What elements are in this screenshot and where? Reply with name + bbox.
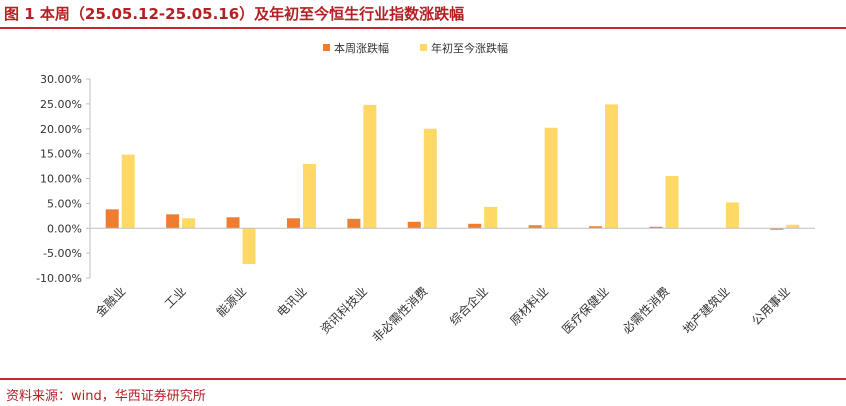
bar-series-2-2 <box>242 228 256 265</box>
bar-series-2-5 <box>423 128 437 229</box>
bar-series-2-3 <box>302 164 316 229</box>
x-category-label: 原材料业 <box>507 284 551 328</box>
bar-series-2-7 <box>544 127 558 229</box>
x-category-label: 必需性消费 <box>620 284 672 336</box>
y-tick-label: 25.00% <box>40 98 82 111</box>
bar-series-1-9 <box>649 226 663 229</box>
y-tick-label: -5.00% <box>43 247 82 260</box>
top-rule <box>0 27 846 29</box>
y-axis: -10.00% -5.00% 0.00% 5.00% 10.00% 15.00% 20.00… <box>36 73 90 285</box>
legend-swatch-series-2 <box>420 44 427 51</box>
x-category-label: 资讯科技业 <box>318 284 370 336</box>
bar-series-2-10 <box>725 202 739 229</box>
x-category-label: 电讯业 <box>274 284 309 319</box>
y-tick-label: -10.00% <box>36 272 82 285</box>
bar-series-2-6 <box>484 206 498 229</box>
x-category-label: 医疗保健业 <box>559 284 611 336</box>
x-category-label: 综合企业 <box>446 284 491 329</box>
y-tick-label: 10.00% <box>40 173 82 186</box>
bar-series-1-6 <box>468 223 482 229</box>
bar-series-1-8 <box>589 226 603 229</box>
bar-series-2-9 <box>665 176 679 229</box>
source-note: 资料来源：wind，华西证券研究所 <box>6 389 206 404</box>
x-category-label: 能源业 <box>214 284 249 319</box>
bar-series-1-3 <box>286 218 300 229</box>
x-category-label: 地产建筑业 <box>679 284 732 337</box>
bar-series-1-7 <box>528 225 542 229</box>
bar-series-1-4 <box>347 218 361 229</box>
y-tick-label: 5.00% <box>47 197 82 210</box>
bar-series-2-0 <box>121 154 135 229</box>
x-category-label: 金融业 <box>92 284 128 320</box>
bars <box>105 104 800 265</box>
bar-series-1-1 <box>166 214 180 229</box>
y-tick-label: 20.00% <box>40 123 82 136</box>
bar-chart: 本周涨跌幅 年初至今涨跌幅 -10.00% -5.00% 0.00% 5.00% 10.… <box>36 41 815 346</box>
y-tick-label: 0.00% <box>47 222 82 235</box>
legend-swatch-series-1 <box>323 44 330 51</box>
bar-series-2-11 <box>786 224 800 229</box>
bar-series-2-4 <box>363 104 377 229</box>
y-tick-label: 15.00% <box>40 148 82 161</box>
x-axis-labels: 金融业 工业 能源业 电讯业 资讯科技业 非必需性消费 综合企业 原材料业 医疗保健业 必需性消费… <box>92 284 793 346</box>
x-category-label: 公用事业 <box>749 284 793 328</box>
legend-label-series-1: 本周涨跌幅 <box>334 41 389 55</box>
bar-series-1-5 <box>407 221 421 229</box>
bar-series-2-8 <box>605 104 619 229</box>
x-category-label: 非必需性消费 <box>370 284 431 345</box>
legend: 本周涨跌幅 年初至今涨跌幅 <box>323 41 508 55</box>
figure-title: 图 1 本周（25.05.12-25.05.16）及年初至今恒生行业指数涨跌幅 <box>4 5 465 23</box>
bar-series-2-1 <box>182 218 196 229</box>
x-category-label: 工业 <box>162 284 189 311</box>
bar-series-1-11 <box>770 228 784 230</box>
bar-series-1-2 <box>226 217 240 229</box>
bottom-rule <box>0 378 846 380</box>
y-tick-label: 30.00% <box>40 73 82 86</box>
legend-label-series-2: 年初至今涨跌幅 <box>431 41 508 55</box>
bar-series-1-0 <box>105 209 119 229</box>
